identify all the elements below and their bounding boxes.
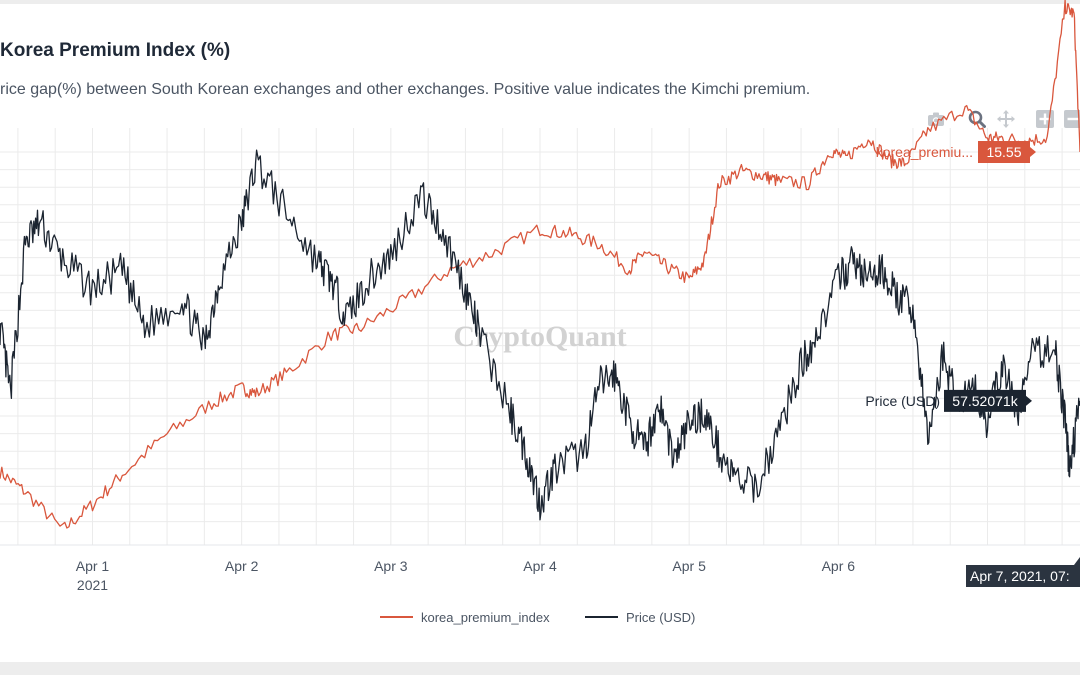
x-tick-label: Apr 4	[523, 558, 557, 574]
x-tick-label: Apr 1	[76, 558, 110, 574]
legend-label-premium: korea_premium_index	[421, 609, 550, 625]
hover-value-box-price	[944, 389, 1026, 412]
hover-x-box	[966, 565, 1080, 587]
hover-value-box-premium	[978, 141, 1030, 164]
legend-item-price[interactable]: Price (USD)	[585, 608, 695, 626]
watermark: CryptoQuant	[453, 320, 626, 353]
legend-swatch-price	[585, 616, 618, 618]
legend-item-korea-premium[interactable]: korea_premium_index	[380, 608, 550, 626]
legend-label-price: Price (USD)	[626, 609, 696, 625]
hover-label-premium: korea_premiu...	[876, 144, 973, 160]
x-tick-label: Apr 6	[822, 558, 856, 574]
hover-value-price: 57.52071k	[952, 393, 1018, 409]
series-line-price[interactable]	[0, 149, 1080, 521]
zoom-out-icon[interactable]	[1062, 108, 1080, 130]
x-tick-label: Apr 2	[225, 558, 259, 574]
hover-pointer-price	[1026, 395, 1032, 406]
hover-label-price: Price (USD)	[865, 393, 940, 409]
pan-icon[interactable]	[995, 108, 1017, 130]
hover-pointer-premium	[1030, 147, 1036, 158]
x-tick-label: Apr 3	[374, 558, 408, 574]
hover-x-pointer	[1074, 557, 1080, 565]
chart-title: Korea Premium Index (%)	[0, 40, 231, 61]
series-line-korea-premium[interactable]	[0, 0, 1080, 529]
legend-swatch-premium	[380, 616, 413, 618]
x-tick-sublabel: 2021	[77, 577, 108, 593]
hover-value-premium: 15.55	[986, 144, 1021, 160]
page-bottom-bar	[0, 662, 1080, 675]
hover-x-label: Apr 7, 2021, 07:	[970, 568, 1070, 584]
chart-subtitle: rice gap(%) between South Korean exchang…	[0, 81, 811, 98]
x-tick-label: Apr 5	[672, 558, 706, 574]
